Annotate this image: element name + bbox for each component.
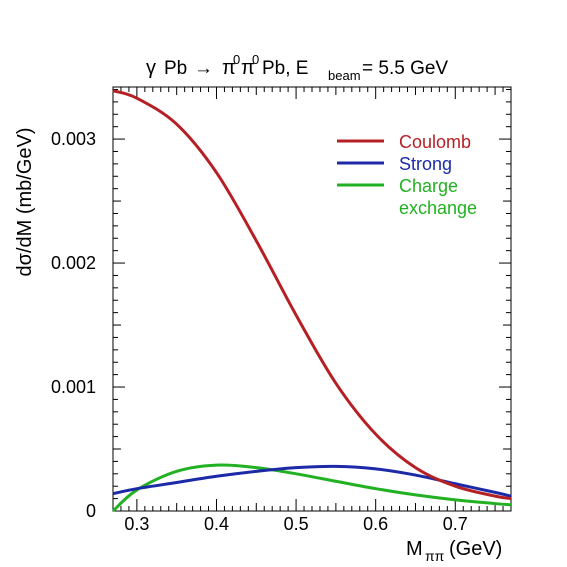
title-arrow: → (194, 58, 213, 79)
title-beam-sub: beam (328, 68, 361, 83)
x-label-unit: (GeV) (449, 538, 502, 560)
title-beam-e: Pb, E (262, 58, 308, 79)
x-tick-label: 0.5 (284, 514, 309, 534)
x-axis-label: M ππ (GeV) (406, 538, 502, 564)
y-axis-label: dσ/dM (mb/GeV) (14, 127, 36, 276)
title-pi-2: π (241, 57, 255, 79)
title-gamma: γ (146, 57, 156, 79)
series-lines (111, 89, 512, 513)
y-tick-label: 0.002 (51, 253, 96, 273)
y-tick-label: 0.001 (51, 377, 96, 397)
x-label-sub: ππ (425, 548, 445, 564)
chart-title: γ Pb → π 0 π 0 Pb, E beam = 5.5 GeV (146, 52, 448, 83)
series-line-strong (112, 464, 512, 498)
legend-entry-coulomb-label: Coulomb (399, 132, 471, 152)
series-line-coulomb (112, 89, 512, 501)
x-tick-label: 0.7 (443, 514, 468, 534)
x-label-main: M (406, 538, 423, 560)
legend-entry-strong-label: Strong (399, 154, 452, 174)
title-energy: = 5.5 GeV (362, 58, 448, 79)
x-tick-label: 0.4 (204, 514, 229, 534)
y-axis-ticks: 0 0.001 0.002 0.003 (51, 88, 511, 521)
title-sup-2: 0 (252, 52, 259, 67)
legend-entry-charge-exchange-label: exchange (399, 198, 477, 218)
legend-entry-charge-exchange-label: Charge (399, 176, 458, 196)
title-sup-1: 0 (233, 52, 240, 67)
y-tick-label: 0.003 (51, 129, 96, 149)
y-tick-label: 0 (86, 501, 96, 521)
x-tick-label: 0.3 (124, 514, 149, 534)
series-line-charge-exchange (111, 463, 512, 513)
title-pb: Pb (164, 58, 187, 79)
title-pi-1: π (222, 57, 236, 79)
x-tick-label: 0.6 (363, 514, 388, 534)
